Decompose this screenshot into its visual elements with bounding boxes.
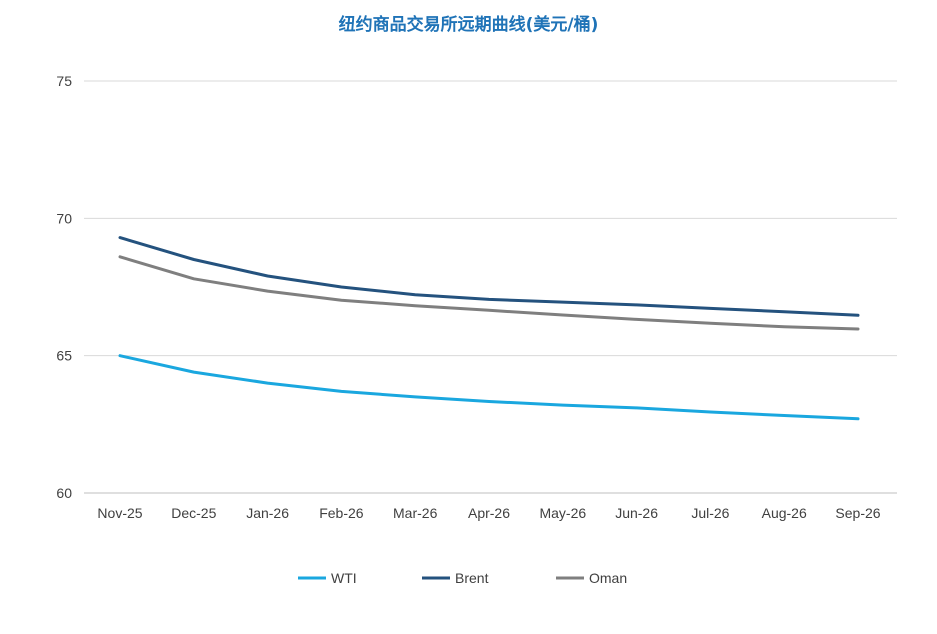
x-tick-label: Aug-26	[762, 505, 807, 521]
legend-label-oman: Oman	[589, 570, 627, 586]
y-tick-label: 75	[56, 73, 72, 89]
legend-label-wti: WTI	[331, 570, 357, 586]
y-tick-label: 60	[56, 485, 72, 501]
x-tick-label: Mar-26	[393, 505, 438, 521]
x-tick-label: May-26	[539, 505, 586, 521]
x-tick-label: Jan-26	[246, 505, 289, 521]
legend-label-brent: Brent	[455, 570, 489, 586]
x-tick-label: Jun-26	[615, 505, 658, 521]
x-tick-label: Apr-26	[468, 505, 510, 521]
x-tick-label: Jul-26	[691, 505, 729, 521]
chart-title: 纽约商品交易所远期曲线(美元/桶)	[338, 15, 599, 35]
series-line-wti	[118, 354, 860, 421]
x-tick-label: Sep-26	[835, 505, 880, 521]
x-tick-label: Nov-25	[97, 505, 142, 521]
series-line-oman	[118, 255, 860, 331]
series-line-brent	[118, 236, 860, 317]
y-tick-label: 65	[56, 348, 72, 364]
y-tick-label: 70	[56, 210, 72, 226]
x-tick-label: Dec-25	[171, 505, 216, 521]
x-tick-label: Feb-26	[319, 505, 364, 521]
